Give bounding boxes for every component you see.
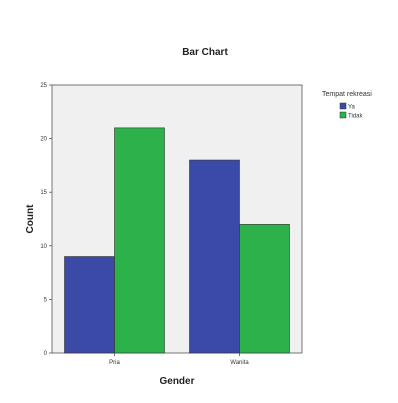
legend-label-tidak: Tidak [348,114,363,120]
x-tick-label: Pria [109,360,120,366]
bars-group [64,127,290,354]
legend-swatch-tidak [339,111,347,119]
legend: Tempat rekreasi Ya Tidak [322,91,372,120]
y-tick-label: 5 [44,297,48,303]
x-axis-ticks: Pria Wanita [109,353,249,366]
legend-label-ya: Ya [348,105,356,111]
y-axis-ticks: 0 5 10 15 20 25 [40,83,52,357]
y-tick-label: 25 [40,83,47,89]
y-tick-label: 15 [40,190,47,196]
bar-ya-pria [64,256,115,354]
bar-ya-wanita [189,159,240,354]
legend-title: Tempat rekreasi [322,91,372,98]
chart-title: Bar Chart [182,47,228,58]
x-tick-label: Wanita [230,360,249,366]
y-tick-label: 20 [40,137,47,143]
y-tick-label: 0 [44,351,48,357]
bar-tidak-wanita [239,224,290,354]
y-axis-label: Count [25,204,36,234]
legend-items: Ya Tidak [339,102,363,120]
legend-swatch-ya [339,102,347,110]
x-axis-label: Gender [159,376,194,387]
y-tick-label: 10 [40,244,47,250]
bar-tidak-pria [114,127,165,354]
